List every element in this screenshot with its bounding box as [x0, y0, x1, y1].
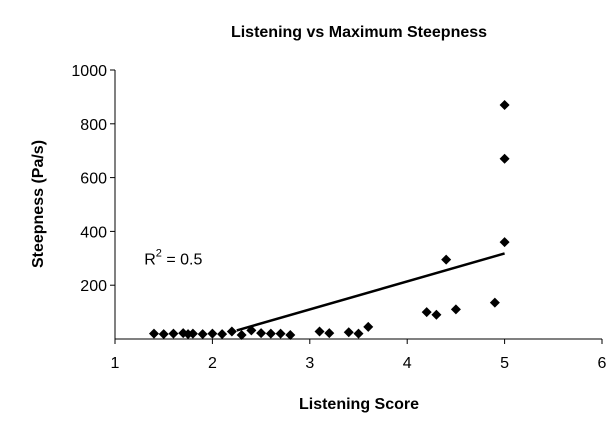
- data-point: [499, 153, 510, 164]
- data-point: [441, 254, 452, 265]
- data-point: [168, 328, 179, 339]
- r-squared-superscript: 2: [156, 247, 162, 259]
- r-squared-value: = 0.5: [162, 251, 203, 268]
- y-tick-label: 1000: [71, 63, 107, 80]
- data-point: [197, 329, 208, 340]
- data-point: [275, 328, 286, 339]
- data-point: [148, 328, 159, 339]
- data-point: [236, 329, 247, 340]
- x-tick-label: 2: [208, 355, 217, 372]
- x-tick-label: 1: [111, 355, 120, 372]
- data-point: [431, 309, 442, 320]
- data-point: [450, 304, 461, 315]
- data-point: [353, 328, 364, 339]
- r-squared-prefix: R: [144, 251, 156, 268]
- data-point: [343, 327, 354, 338]
- plot-area: 200 400 600 800 1000 1 2 3 4 5 6: [71, 63, 606, 372]
- y-tick-label: 800: [80, 117, 107, 134]
- data-point: [499, 99, 510, 110]
- y-axis-label: Steepness (Pa/s): [30, 140, 47, 268]
- data-point: [363, 321, 374, 332]
- r-squared-annotation: R2 = 0.5: [144, 247, 202, 268]
- data-point: [285, 329, 296, 340]
- data-point: [217, 329, 228, 340]
- x-tick-label: 3: [305, 355, 314, 372]
- data-point: [324, 328, 335, 339]
- data-point: [226, 326, 237, 337]
- x-tick-label: 4: [403, 355, 412, 372]
- x-tick-label: 5: [500, 355, 509, 372]
- data-point: [256, 328, 267, 339]
- trendline: [236, 252, 505, 332]
- x-tick-label: 6: [598, 355, 607, 372]
- data-point: [187, 328, 198, 339]
- x-axis-label: Listening Score: [299, 396, 419, 413]
- y-tick-label: 600: [80, 171, 107, 188]
- data-point: [421, 307, 432, 318]
- data-point: [314, 326, 325, 337]
- data-point: [158, 329, 169, 340]
- data-point: [246, 325, 257, 336]
- y-tick-label: 400: [80, 224, 107, 241]
- chart-title: Listening vs Maximum Steepness: [231, 24, 487, 41]
- data-point: [499, 237, 510, 248]
- y-tick-label: 200: [80, 278, 107, 295]
- data-point: [489, 297, 500, 308]
- data-point: [265, 328, 276, 339]
- data-point: [207, 328, 218, 339]
